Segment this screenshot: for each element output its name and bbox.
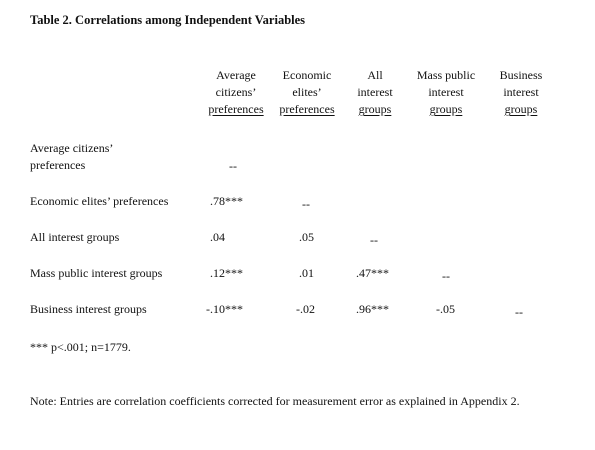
column-header-mass-public-interest-groups: Mass public interest groups <box>410 67 482 118</box>
table-cell: -- <box>229 159 237 173</box>
column-header-average-citizens: Average citizens’ preferences <box>203 67 269 118</box>
table-cell: -- <box>442 269 450 283</box>
table-note: Note: Entries are correlation coefficien… <box>30 394 520 408</box>
column-header-line: groups <box>358 102 392 116</box>
column-header-line: interest <box>428 85 464 99</box>
row-label-business-interest-groups: Business interest groups <box>30 302 147 316</box>
column-header-economic-elites: Economic elites’ preferences <box>272 67 342 118</box>
table-cell: -- <box>302 197 310 211</box>
column-header-all-interest-groups: All interest groups <box>350 67 400 118</box>
table-cell: -.10*** <box>206 302 243 316</box>
table-cell: .47*** <box>356 266 389 280</box>
column-header-line: citizens’ <box>215 85 257 99</box>
table-cell: .96*** <box>356 302 389 316</box>
row-label-economic-elites: Economic elites’ preferences <box>30 194 169 208</box>
table-cell: .05 <box>299 230 314 244</box>
table-cell: .12*** <box>210 266 243 280</box>
table-cell: .01 <box>299 266 314 280</box>
column-header-line: Average <box>216 68 256 82</box>
table-cell: -- <box>370 233 378 247</box>
table-cell: .04 <box>210 230 225 244</box>
column-header-line: Business <box>499 68 543 82</box>
column-header-line: interest <box>357 85 393 99</box>
column-header-line: preferences <box>208 102 264 116</box>
table-cell: -- <box>515 305 523 319</box>
column-header-line: All <box>367 68 383 82</box>
table-title: Table 2. Correlations among Independent … <box>30 13 306 27</box>
column-header-business-interest-groups: Business interest groups <box>490 67 552 118</box>
column-header-line: interest <box>503 85 539 99</box>
column-header-line: elites’ <box>292 85 322 99</box>
row-label-all-interest-groups: All interest groups <box>30 230 120 244</box>
column-header-line: groups <box>504 102 538 116</box>
table-cell: -.02 <box>296 302 315 316</box>
row-label-average-citizens: Average citizens’ preferences <box>30 140 113 174</box>
table-cell: .78*** <box>210 194 243 208</box>
column-header-line: Economic <box>282 68 332 82</box>
column-header-line: Mass public <box>416 68 476 82</box>
significance-note: *** p<.001; n=1779. <box>30 340 131 354</box>
row-label-line: Average citizens’ <box>30 141 114 155</box>
column-header-line: groups <box>429 102 463 116</box>
column-header-line: preferences <box>279 102 335 116</box>
row-label-line: preferences <box>30 158 86 172</box>
row-label-mass-public-interest-groups: Mass public interest groups <box>30 266 163 280</box>
table-cell: -.05 <box>436 302 455 316</box>
